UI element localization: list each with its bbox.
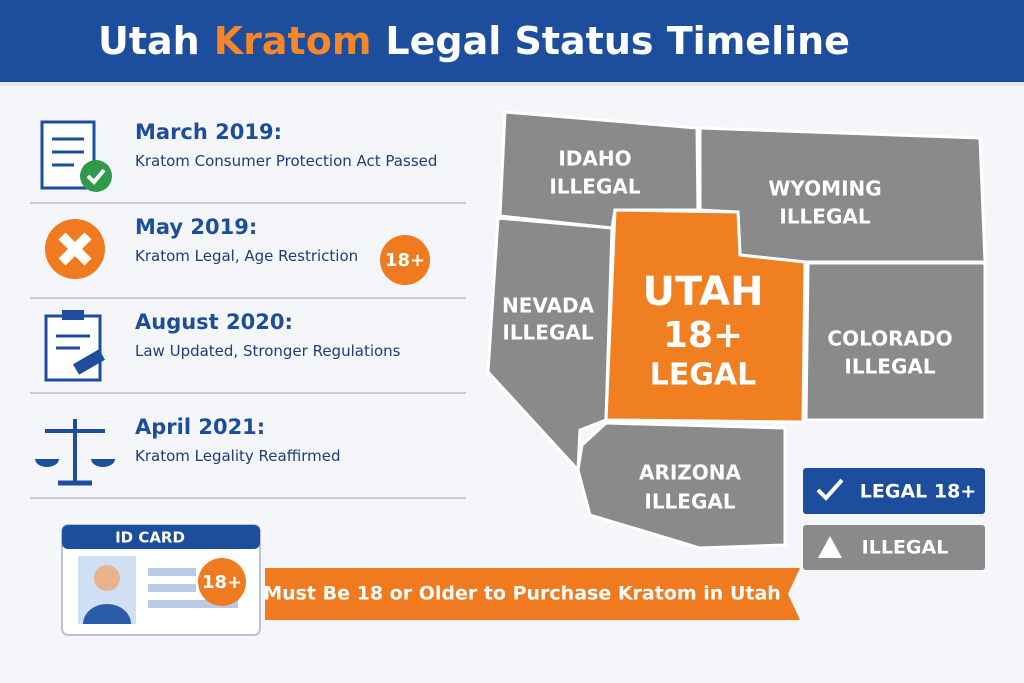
timeline-item: March 2019: Kratom Consumer Protection A… [30,110,466,204]
event-text: Kratom Consumer Protection Act Passed [135,152,438,170]
state-status: ILLEGAL [644,490,735,514]
state-name: WYOMING [768,177,881,201]
event-date: August 2020: [135,310,293,334]
state-status: ILLEGAL [502,321,593,345]
state-status: ILLEGAL [779,205,870,229]
id-photo-body [83,604,131,624]
id-line [148,584,196,592]
state-status: ILLEGAL [844,355,935,379]
event-date: March 2019: [135,120,282,144]
state-name: COLORADO [827,327,952,351]
state-shape [604,208,807,424]
state-age: 18+ [663,315,743,356]
id-card-label: ID CARD [115,529,185,547]
state-shape [486,216,614,474]
timeline-item: April 2021: Kratom Legality Reaffirmed [30,405,466,499]
title-part: Kratom [213,19,372,63]
state-shape [576,421,787,550]
state-name: UTAH [642,269,763,315]
banner [265,568,800,620]
id-card-header [62,525,260,549]
timeline-item: May 2019: Kratom Legal, Age Restriction … [30,205,466,299]
legend-warning [818,536,842,558]
state-name: IDAHO [558,147,631,171]
id-line [148,600,238,608]
legend-label: LEGAL 18+ [860,481,976,503]
event-text: Kratom Legal, Age Restriction [135,247,359,265]
id-badge-text: 18+ [202,572,242,593]
event-date: April 2021: [135,415,266,439]
event-date: May 2019: [135,215,258,239]
legend-label: ILLEGAL [862,537,949,559]
state-status: LEGAL [650,358,757,393]
timeline-item: August 2020: Law Updated, Stronger Regul… [30,300,466,394]
event-text: Kratom Legality Reaffirmed [135,447,341,465]
header: Utah Kratom Legal Status Timeline [0,0,1024,86]
state-name: ARIZONA [639,461,742,485]
title-part: Utah [98,19,200,63]
legend-box [803,525,985,570]
id-badge [198,558,246,606]
icon-x [45,219,105,279]
banner-text: Must Be 18 or Older to Purchase Kratom i… [263,583,781,605]
id-photo-head [94,565,120,591]
legend-box [803,468,985,514]
age-badge: 18+ [380,235,430,285]
title-part: Legal Status Timeline [385,19,850,63]
state-status: ILLEGAL [549,175,640,199]
icon-clipboard [44,310,105,382]
icon-scales [35,419,115,486]
state-shape [804,261,987,422]
legend-check [816,478,844,501]
state-name: NEVADA [502,294,595,318]
id-line [148,568,196,576]
event-text: Law Updated, Stronger Regulations [135,342,401,360]
icon-document [40,120,112,192]
